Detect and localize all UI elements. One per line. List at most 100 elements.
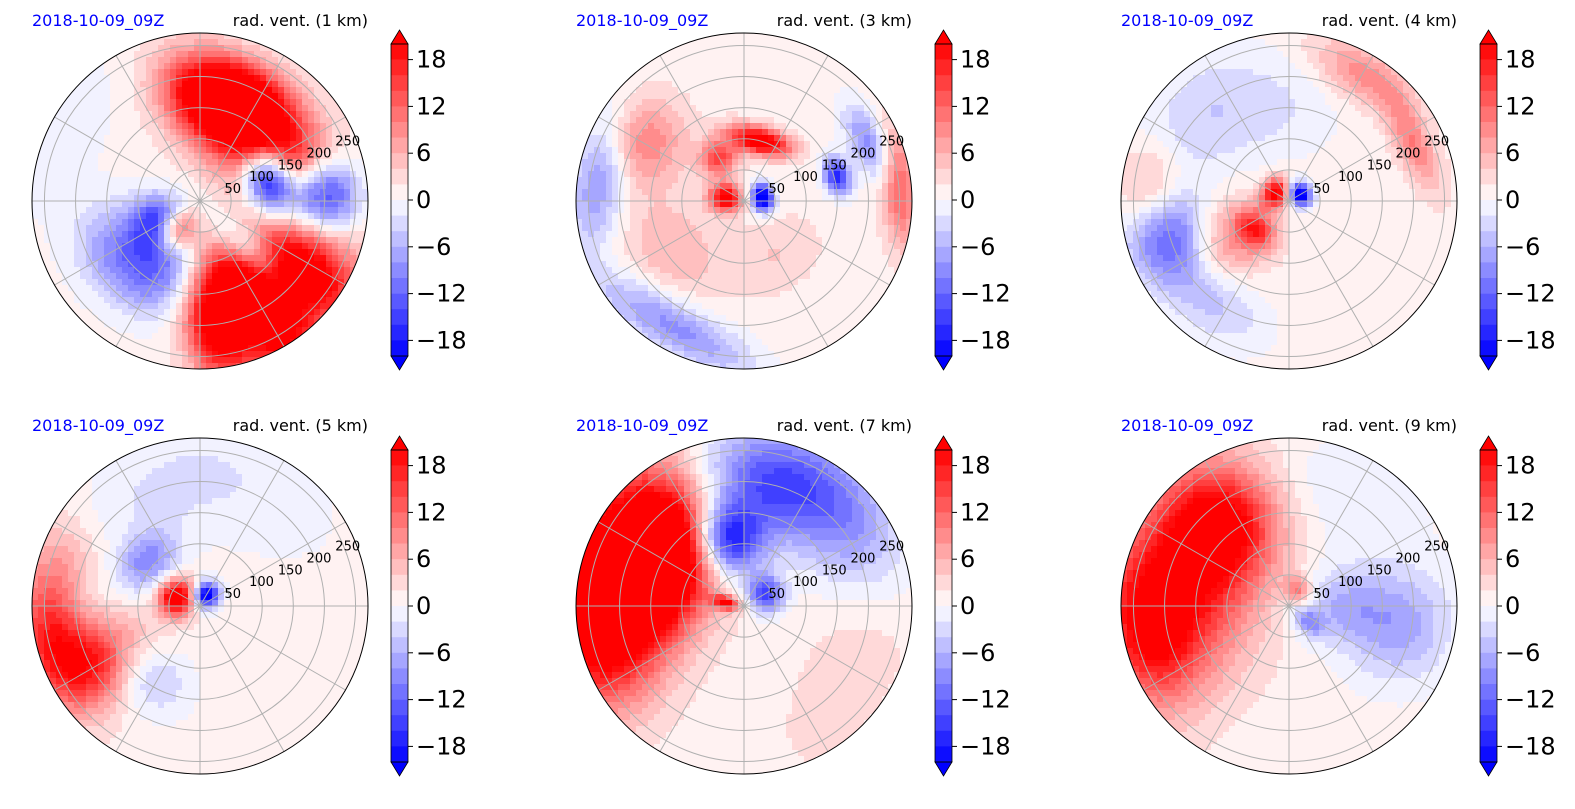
colorbar-tick-label: 6 — [960, 545, 975, 573]
colorbar-segment — [935, 231, 952, 248]
colorbar-segment — [1480, 559, 1497, 576]
azimuth-spoke — [1143, 116, 1290, 202]
azimuth-spoke — [199, 521, 346, 607]
date-label: 2018-10-09_09Z — [32, 11, 164, 31]
ring-label: 150 — [822, 563, 847, 578]
colorbar-tick-label: 6 — [1505, 139, 1520, 167]
colorbar-tick-label: −12 — [1505, 686, 1556, 714]
colorbar-segment — [1480, 730, 1497, 747]
ring-label: 150 — [1367, 158, 1392, 173]
ring-label: 200 — [1396, 146, 1421, 161]
colorbar-segment — [391, 481, 408, 498]
colorbar-segment — [391, 606, 408, 622]
colorbar-segment — [391, 574, 408, 591]
colorbar-segment — [391, 512, 408, 529]
azimuth-spoke — [115, 55, 201, 202]
azimuth-spoke — [115, 460, 201, 607]
colorbar-tick-label: 12 — [1505, 498, 1536, 526]
ring-label: 200 — [307, 146, 332, 161]
colorbar-tick-label: −18 — [960, 326, 1011, 354]
colorbar: 18 12 6 0 −6 −12 −18 — [934, 29, 1011, 371]
colorbar-extend-min — [934, 761, 953, 777]
colorbar-segment — [1480, 200, 1497, 216]
ring-label: 50 — [1313, 182, 1330, 197]
colorbar-tick-label: −18 — [960, 732, 1011, 760]
ring-label: 200 — [851, 146, 876, 161]
colorbar-segment — [935, 278, 952, 294]
ring-label: 150 — [1367, 563, 1392, 578]
colorbar-segment — [1480, 246, 1497, 263]
ring-label: 100 — [249, 575, 274, 590]
ring-label: 150 — [278, 563, 303, 578]
colorbar-segment — [935, 652, 952, 669]
colorbar-segment — [935, 606, 952, 622]
date-label: 2018-10-09_09Z — [32, 416, 164, 436]
panel-title: rad. vent. (4 km) — [1322, 11, 1457, 30]
azimuth-spoke — [743, 200, 829, 347]
colorbar-segment — [935, 715, 952, 732]
azimuth-spoke — [115, 605, 201, 752]
colorbar-segment — [935, 106, 952, 123]
ring-label: 250 — [1424, 134, 1449, 149]
polar-frame — [1120, 437, 1458, 775]
colorbar-segment — [935, 730, 952, 747]
colorbar-segment — [391, 496, 408, 513]
colorbar: 18 12 6 0 −6 −12 −18 — [390, 29, 467, 371]
ring-label: 100 — [793, 170, 818, 185]
colorbar-tick-label: 18 — [416, 452, 447, 480]
colorbar: 18 12 6 0 −6 −12 −18 — [934, 435, 1011, 777]
ring-label: 150 — [278, 158, 303, 173]
colorbar-segment — [391, 137, 408, 154]
colorbar-segment — [935, 637, 952, 654]
ring-label: 200 — [1396, 551, 1421, 566]
colorbar-extend-min — [390, 355, 409, 371]
colorbar-segment — [935, 200, 952, 216]
ring-label: 50 — [768, 182, 785, 197]
azimuth-spoke — [1288, 605, 1435, 691]
colorbar-extend-min — [1479, 355, 1498, 371]
panel-title: rad. vent. (1 km) — [233, 11, 368, 30]
panel-title: rad. vent. (7 km) — [777, 416, 912, 435]
colorbar-segment — [391, 168, 408, 185]
colorbar-segment — [935, 137, 952, 154]
azimuth-spoke — [598, 605, 745, 691]
azimuth-spoke — [199, 605, 346, 691]
azimuth-spoke — [743, 605, 829, 752]
ring-label: 250 — [879, 539, 904, 554]
azimuth-spoke — [1143, 200, 1290, 286]
colorbar-segment — [935, 246, 952, 263]
colorbar-segment — [935, 75, 952, 92]
colorbar-segment — [391, 184, 408, 201]
colorbar-tick-label: 6 — [416, 545, 431, 573]
colorbar-tick-label: −12 — [1505, 280, 1556, 308]
colorbar-segment — [1480, 496, 1497, 513]
colorbar-segment — [935, 262, 952, 279]
colorbar-segment — [935, 574, 952, 591]
colorbar-extend-min — [934, 355, 953, 371]
colorbar-tick-label: 12 — [1505, 92, 1536, 120]
colorbar-tick-label: 18 — [960, 46, 991, 74]
ring-label: 250 — [335, 134, 360, 149]
polar-frame — [1120, 32, 1458, 370]
ring-label: 200 — [307, 551, 332, 566]
colorbar-extend-max — [1479, 435, 1498, 451]
colorbar-segment — [1480, 340, 1497, 357]
colorbar-tick-label: −12 — [416, 686, 467, 714]
colorbar-segment — [391, 293, 408, 310]
colorbar-tick-label: −6 — [416, 639, 451, 667]
colorbar-segment — [935, 512, 952, 529]
colorbar: 18 12 6 0 −6 −12 −18 — [1479, 29, 1556, 371]
colorbar-segment — [1480, 512, 1497, 529]
colorbar-segment — [935, 168, 952, 185]
colorbar-segment — [935, 465, 952, 482]
colorbar-segment — [1480, 543, 1497, 560]
colorbar-segment — [1480, 668, 1497, 685]
colorbar-segment — [1480, 324, 1497, 341]
colorbar-segment — [391, 621, 408, 638]
colorbar-segment — [391, 590, 408, 607]
colorbar-segment — [391, 715, 408, 732]
